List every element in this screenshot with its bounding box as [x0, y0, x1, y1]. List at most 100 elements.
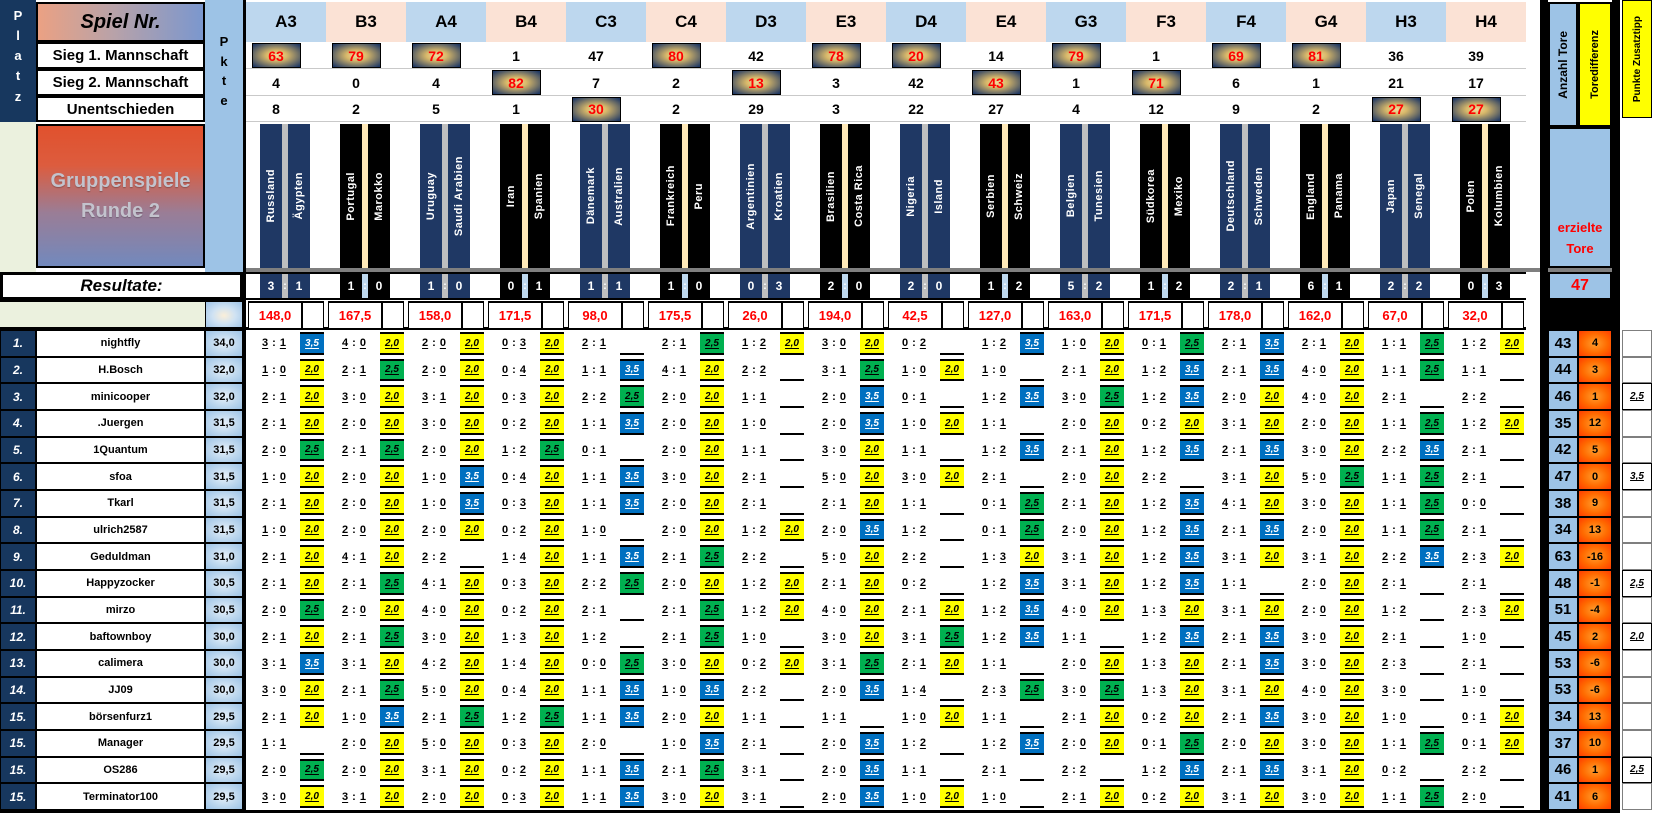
tip-score-cell[interactable]: 2:1: [968, 463, 1020, 490]
tip-count-cell[interactable]: 14: [988, 47, 1004, 64]
tip-count-cell[interactable]: 43: [968, 69, 1024, 96]
tordifferenz-cell[interactable]: 10: [1578, 730, 1612, 757]
tip-points-cell[interactable]: 2,0: [1180, 598, 1204, 622]
tip-points-cell[interactable]: 2,0: [1340, 598, 1364, 622]
match-column-header-E3[interactable]: E3: [806, 2, 886, 42]
tip-points-cell[interactable]: [780, 758, 804, 782]
tip-score-cell[interactable]: 1:2: [1128, 623, 1180, 650]
tip-points-cell[interactable]: [1020, 358, 1044, 382]
tip-points-cell[interactable]: 3,5: [860, 385, 884, 408]
tip-score-cell[interactable]: 2:0: [1208, 383, 1260, 410]
tip-count-cell[interactable]: 27: [988, 101, 1004, 117]
tip-score-cell[interactable]: 0:2: [488, 596, 540, 624]
tip-points-cell[interactable]: 3,5: [620, 465, 644, 488]
match-column-header-H4[interactable]: H4: [1446, 2, 1526, 42]
tip-points-cell[interactable]: 2,0: [1340, 332, 1364, 355]
tip-score-cell[interactable]: 4:2: [408, 650, 460, 677]
tip-points-cell[interactable]: 2,0: [460, 518, 484, 542]
tip-score-cell[interactable]: 1:2: [1128, 436, 1180, 464]
tip-score-cell[interactable]: 1:1: [968, 703, 1020, 730]
zusatztipp-points-cell[interactable]: 3,5: [1622, 463, 1652, 490]
match-quote-value[interactable]: 148,0: [248, 301, 302, 329]
tip-points-cell[interactable]: 2,0: [460, 385, 484, 408]
tip-points-cell[interactable]: 3,5: [1180, 492, 1204, 515]
tip-count-cell[interactable]: 6: [1232, 74, 1240, 91]
tip-score-cell[interactable]: 2:0: [648, 570, 700, 597]
tip-score-cell[interactable]: 2:0: [808, 383, 860, 410]
tip-points-cell[interactable]: 2,0: [1340, 385, 1364, 408]
tip-points-cell[interactable]: 3,5: [860, 518, 884, 542]
tip-score-cell[interactable]: 3:1: [808, 356, 860, 384]
tip-points-cell[interactable]: 2,0: [1340, 492, 1364, 515]
tip-points-cell[interactable]: 2,5: [1420, 492, 1444, 515]
tip-points-cell[interactable]: 2,0: [1340, 518, 1364, 542]
tip-count-cell[interactable]: 79: [1048, 42, 1104, 69]
tip-score-cell[interactable]: 4:0: [1288, 676, 1340, 704]
tip-count-cell[interactable]: 3: [832, 101, 840, 117]
tip-score-cell[interactable]: 1:1: [1368, 330, 1420, 357]
tip-score-cell[interactable]: 2:2: [728, 676, 780, 704]
tip-points-cell[interactable]: 2,5: [380, 625, 404, 648]
tip-score-cell[interactable]: 4:1: [1208, 490, 1260, 517]
tip-score-cell[interactable]: 2:0: [1288, 410, 1340, 437]
tip-count-cell[interactable]: 1: [1072, 74, 1080, 91]
tip-points-cell[interactable]: 2,0: [1100, 652, 1124, 675]
tip-points-cell[interactable]: [1500, 678, 1524, 702]
tip-score-cell[interactable]: 1:1: [888, 436, 940, 464]
tip-count-cell[interactable]: 36: [1388, 47, 1404, 64]
player-name-cell[interactable]: H.Bosch: [36, 356, 205, 384]
tordifferenz-cell[interactable]: 13: [1578, 703, 1612, 730]
match-column-header-A4[interactable]: A4: [406, 2, 486, 42]
tordifferenz-cell[interactable]: 6: [1578, 783, 1612, 810]
tip-points-cell[interactable]: 3,5: [460, 492, 484, 515]
tip-points-cell[interactable]: 3,5: [1260, 332, 1284, 355]
tip-score-cell[interactable]: 4:0: [808, 596, 860, 624]
tip-count-cell[interactable]: 9: [1232, 101, 1240, 117]
tip-score-cell[interactable]: 2:2: [568, 383, 620, 410]
tip-points-cell[interactable]: 2,0: [1100, 572, 1124, 595]
tip-score-cell[interactable]: 3:1: [1208, 463, 1260, 490]
anzahl-tore-cell[interactable]: 35: [1548, 410, 1578, 437]
match-column-header-E4[interactable]: E4: [966, 2, 1046, 42]
tip-score-cell[interactable]: 2:1: [328, 570, 380, 597]
tip-points-cell[interactable]: 2,0: [300, 385, 324, 408]
anzahl-tore-cell[interactable]: 51: [1548, 596, 1578, 624]
tip-points-cell[interactable]: 2,0: [1500, 598, 1524, 622]
tip-score-cell[interactable]: 2:1: [808, 570, 860, 597]
tip-points-cell[interactable]: [1100, 758, 1124, 782]
tordifferenz-cell[interactable]: 12: [1578, 410, 1612, 437]
tordifferenz-cell[interactable]: 4: [1578, 330, 1612, 357]
tip-points-cell[interactable]: 2,0: [1260, 598, 1284, 622]
tip-score-cell[interactable]: 0:3: [488, 730, 540, 757]
tip-points-cell[interactable]: 2,5: [1020, 518, 1044, 542]
tip-points-cell[interactable]: [940, 758, 964, 782]
tip-points-cell[interactable]: 2,5: [380, 358, 404, 382]
tip-score-cell[interactable]: 1:1: [568, 676, 620, 704]
tip-score-cell[interactable]: 2:1: [1048, 490, 1100, 517]
tip-score-cell[interactable]: 2:1: [968, 756, 1020, 784]
tip-score-cell[interactable]: 1:2: [1448, 330, 1500, 357]
tip-points-cell[interactable]: 3,5: [1260, 652, 1284, 675]
tip-score-cell[interactable]: 1:1: [1448, 356, 1500, 384]
tip-points-cell[interactable]: 2,0: [300, 572, 324, 595]
tip-score-cell[interactable]: 2:1: [1288, 330, 1340, 357]
tip-points-cell[interactable]: 2,5: [1100, 385, 1124, 408]
tip-score-cell[interactable]: 3:0: [1288, 436, 1340, 464]
tip-score-cell[interactable]: 1:0: [1448, 623, 1500, 650]
tip-points-cell[interactable]: [1500, 572, 1524, 595]
match-quote-value[interactable]: 67,0: [1368, 301, 1422, 329]
tip-score-cell[interactable]: 1:3: [1128, 676, 1180, 704]
zusatztipp-points-cell[interactable]: 2,5: [1622, 570, 1652, 597]
tip-points-cell[interactable]: 2,0: [460, 678, 484, 702]
tip-points-cell[interactable]: 2,0: [1500, 705, 1524, 728]
tip-score-cell[interactable]: 2:1: [328, 436, 380, 464]
tip-count-cell[interactable]: 4: [432, 74, 440, 91]
tip-score-cell[interactable]: 2:1: [248, 570, 300, 597]
tordifferenz-cell[interactable]: 3: [1578, 356, 1612, 384]
tip-points-cell[interactable]: 3,5: [620, 705, 644, 728]
tip-score-cell[interactable]: 1:2: [1368, 596, 1420, 624]
tip-points-cell[interactable]: [1020, 465, 1044, 488]
tip-points-cell[interactable]: 2,0: [460, 572, 484, 595]
tip-score-cell[interactable]: 3:1: [1208, 783, 1260, 810]
tip-points-cell[interactable]: 2,0: [860, 625, 884, 648]
